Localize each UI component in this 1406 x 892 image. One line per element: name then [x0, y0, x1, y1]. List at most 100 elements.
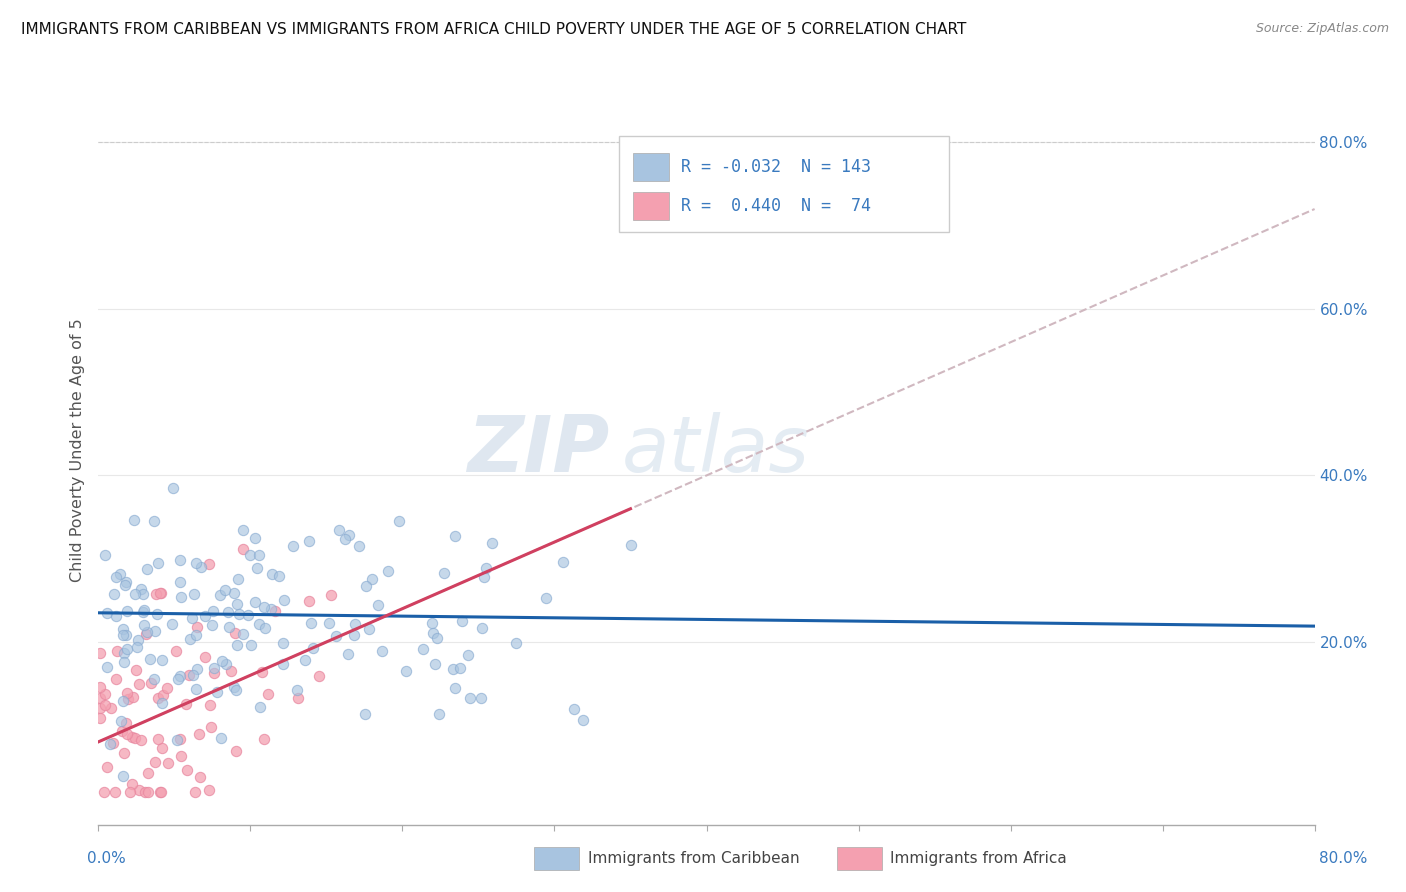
Point [150, 740, 173, 755]
Point [457, 648, 479, 662]
Point [226, 572, 249, 586]
Point [89, 690, 111, 705]
Point [562, 702, 585, 716]
Text: R = -0.032  N = 143: R = -0.032 N = 143 [681, 158, 870, 176]
Point [429, 707, 451, 722]
Point [218, 620, 240, 634]
Point [354, 707, 377, 722]
Point [148, 556, 170, 570]
Point [149, 586, 172, 600]
Point [262, 567, 284, 582]
Point [449, 661, 471, 675]
Point [128, 676, 150, 690]
Point [240, 638, 263, 652]
Point [89, 711, 111, 725]
Point [198, 698, 221, 713]
Point [103, 587, 125, 601]
Point [174, 698, 197, 712]
Point [247, 617, 270, 632]
Point [115, 716, 138, 731]
Text: Source: ZipAtlas.com: Source: ZipAtlas.com [1256, 22, 1389, 36]
Point [138, 765, 160, 780]
Point [471, 621, 494, 635]
Point [117, 642, 139, 657]
Point [328, 523, 350, 537]
Point [176, 763, 198, 777]
Point [198, 783, 221, 797]
Point [475, 561, 498, 575]
Point [225, 744, 247, 758]
Point [105, 570, 128, 584]
Point [325, 629, 347, 643]
Point [156, 681, 179, 695]
Point [200, 720, 222, 734]
Point [150, 696, 173, 710]
Point [298, 594, 321, 608]
Point [89, 646, 111, 660]
Text: 80.0%: 80.0% [1319, 851, 1367, 865]
Point [551, 556, 574, 570]
Point [167, 672, 190, 686]
Point [157, 756, 180, 770]
Point [224, 625, 246, 640]
Point [149, 585, 172, 599]
Point [377, 564, 399, 578]
Point [181, 610, 204, 624]
Point [114, 627, 136, 641]
Point [441, 662, 464, 676]
Point [143, 624, 166, 638]
Point [225, 683, 247, 698]
Text: 0.0%: 0.0% [87, 851, 127, 865]
Point [184, 785, 207, 799]
Point [112, 746, 135, 760]
Point [188, 770, 211, 784]
Point [105, 609, 128, 624]
Point [236, 608, 259, 623]
Point [136, 624, 159, 639]
Point [333, 532, 356, 546]
Point [120, 785, 142, 799]
Point [294, 653, 316, 667]
Point [145, 587, 167, 601]
Point [201, 617, 224, 632]
Point [124, 587, 146, 601]
Point [198, 557, 221, 571]
Point [105, 672, 128, 686]
Point [232, 524, 254, 538]
Point [104, 785, 127, 799]
Point [395, 665, 418, 679]
Point [94, 687, 117, 701]
Point [319, 588, 342, 602]
Point [179, 632, 201, 646]
Point [169, 669, 191, 683]
Point [89, 701, 111, 715]
Point [146, 607, 169, 622]
Point [110, 714, 132, 728]
Point [112, 656, 135, 670]
Point [252, 599, 274, 614]
Point [245, 595, 267, 609]
Point [271, 636, 294, 650]
Point [112, 646, 135, 660]
Point [371, 644, 394, 658]
Point [232, 626, 254, 640]
Point [135, 627, 157, 641]
Point [134, 785, 156, 799]
Point [202, 660, 225, 674]
Point [139, 676, 162, 690]
Point [264, 604, 287, 618]
Point [361, 572, 384, 586]
Point [111, 623, 134, 637]
Point [186, 620, 208, 634]
Point [93, 785, 115, 799]
Text: ZIP: ZIP [467, 412, 609, 489]
Point [536, 591, 558, 606]
Point [433, 566, 456, 580]
Point [117, 692, 139, 706]
Point [205, 684, 228, 698]
Point [222, 585, 245, 599]
Point [285, 682, 308, 697]
Point [114, 578, 136, 592]
Point [184, 556, 207, 570]
Point [165, 643, 187, 657]
